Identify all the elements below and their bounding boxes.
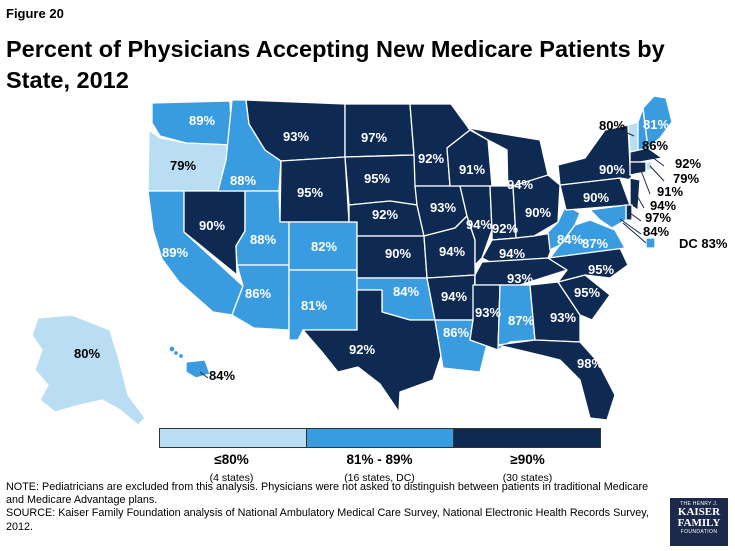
state-value-mt: 93% — [283, 129, 309, 144]
state-value-nc: 95% — [588, 262, 614, 277]
leader-line — [649, 165, 665, 182]
state-value-or: 79% — [170, 158, 196, 173]
state-value-az: 86% — [245, 286, 271, 301]
state-shape-nj — [629, 177, 641, 211]
legend-bar — [159, 428, 601, 448]
state-value-ri: 79% — [673, 171, 699, 186]
leader-line — [619, 218, 642, 235]
state-shape-al — [497, 284, 536, 351]
state-value-in: 92% — [492, 221, 518, 236]
state-value-ut: 88% — [250, 232, 276, 247]
state-value-hi: 84% — [209, 368, 235, 383]
state-shape-vt — [627, 121, 639, 153]
state-value-wa: 89% — [189, 113, 215, 128]
state-value-mo: 94% — [439, 244, 465, 259]
legend-swatch-high — [453, 429, 600, 447]
state-value-ok: 84% — [393, 284, 419, 299]
state-shape-ak — [31, 314, 146, 426]
state-value-nj: 94% — [650, 198, 676, 213]
legend-swatch-low — [160, 429, 306, 447]
leader-line — [629, 212, 642, 222]
state-shape-hi-island-0 — [168, 345, 176, 353]
source-text: SOURCE: Kaiser Family Foundation analysi… — [6, 507, 649, 533]
state-value-ks: 90% — [385, 246, 411, 261]
state-value-ar: 94% — [441, 289, 467, 304]
leader-line — [622, 222, 647, 244]
state-value-ak: 80% — [74, 346, 100, 361]
state-shape-dc — [645, 237, 656, 249]
legend-swatch-mid — [306, 429, 453, 447]
state-value-dc: DC 83% — [679, 236, 728, 251]
state-shape-md — [589, 204, 627, 229]
state-value-de: 97% — [645, 210, 671, 225]
state-value-mn: 92% — [418, 151, 444, 166]
state-value-ia: 93% — [430, 200, 456, 215]
state-value-md: 84% — [643, 224, 669, 239]
state-shape-hi-island-1 — [172, 349, 180, 357]
state-shape-de — [625, 204, 633, 221]
state-value-la: 86% — [443, 325, 469, 340]
state-shape-hi — [185, 359, 211, 379]
state-value-sd: 95% — [364, 171, 390, 186]
leader-line — [624, 131, 635, 137]
state-value-ky: 94% — [499, 246, 525, 261]
legend-label-high: ≥90% (30 states) — [502, 452, 553, 484]
state-value-ms: 93% — [475, 305, 501, 320]
footnotes: NOTE: Pediatricians are excluded from th… — [6, 481, 661, 534]
state-shape-ri — [645, 161, 653, 171]
leader-line — [642, 141, 649, 150]
state-value-ga: 93% — [550, 310, 576, 325]
state-value-wv: 84% — [557, 232, 583, 247]
leader-line — [651, 156, 665, 167]
leader-line — [199, 371, 209, 379]
state-value-me: 81% — [643, 117, 669, 132]
state-shape-ms — [469, 284, 501, 351]
state-shape-nc — [547, 247, 629, 283]
note-text: NOTE: Pediatricians are excluded from th… — [6, 481, 649, 507]
state-value-ct: 91% — [657, 184, 683, 199]
state-value-wy: 95% — [297, 185, 323, 200]
state-value-sc: 95% — [574, 285, 600, 300]
state-shape-ct — [629, 161, 647, 176]
legend-label-low: ≤80% (4 states) — [209, 452, 254, 484]
state-value-nm: 81% — [301, 298, 327, 313]
state-value-mi: 94% — [507, 177, 533, 192]
state-value-pa: 90% — [583, 190, 609, 205]
state-shape-wv — [547, 204, 581, 251]
state-value-tx: 92% — [349, 342, 375, 357]
state-value-id: 88% — [230, 173, 256, 188]
state-value-va: 87% — [582, 236, 608, 251]
state-shape-fl — [497, 339, 616, 421]
state-value-oh: 90% — [525, 205, 551, 220]
state-value-fl: 98% — [577, 356, 603, 371]
state-value-nv: 90% — [199, 218, 225, 233]
chart-title: Percent of Physicians Accepting New Medi… — [6, 36, 665, 93]
state-value-ca: 89% — [162, 245, 188, 260]
legend-label-mid: 81% - 89% (16 states, DC) — [344, 452, 415, 484]
state-value-vt: 80% — [599, 118, 625, 133]
state-shape-tx — [302, 289, 442, 413]
leader-line — [639, 167, 651, 195]
state-value-wi: 91% — [459, 162, 485, 177]
figure-label: Figure 20 — [6, 6, 64, 21]
leader-line — [635, 193, 645, 209]
state-value-ny: 90% — [599, 162, 625, 177]
state-value-nd: 97% — [361, 130, 387, 145]
state-shape-hi-island-2 — [177, 352, 185, 360]
state-value-tn: 93% — [507, 271, 533, 286]
state-value-co: 82% — [311, 239, 337, 254]
state-value-al: 87% — [508, 313, 534, 328]
state-value-il: 94% — [466, 217, 492, 232]
state-value-nh: 86% — [642, 138, 668, 153]
state-value-ne: 92% — [372, 207, 398, 222]
kff-logo: THE HENRY J. KAISER FAMILY FOUNDATION — [670, 498, 728, 546]
state-value-ma: 92% — [675, 156, 701, 171]
